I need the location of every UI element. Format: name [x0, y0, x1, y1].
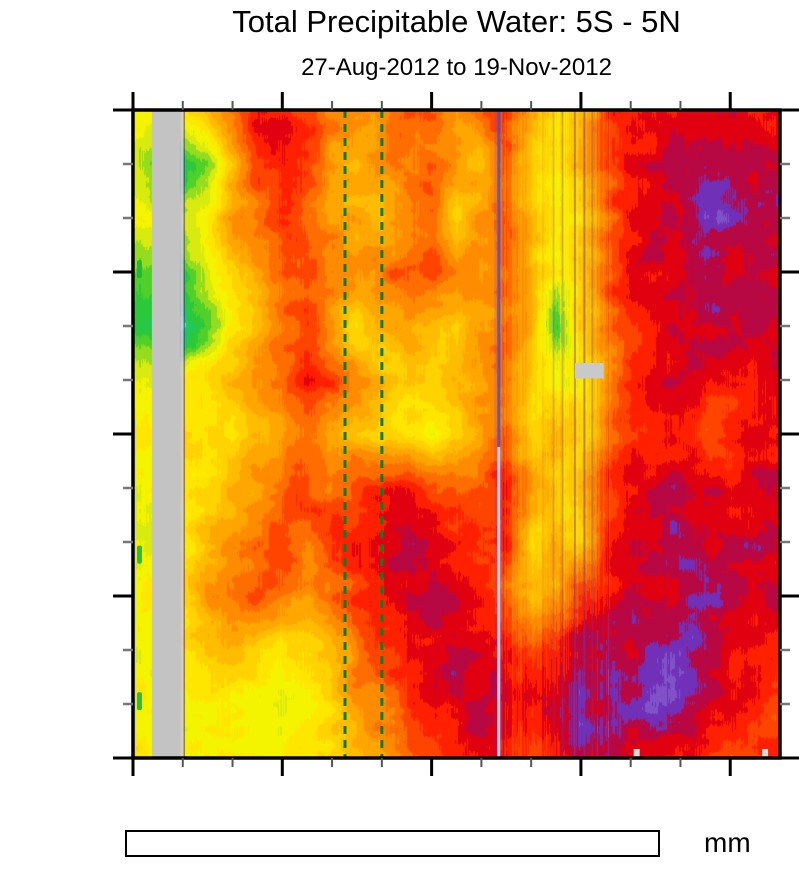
- chart-title: Total Precipitable Water: 5S - 5N: [232, 4, 681, 39]
- colorbar-unit-label: mm: [704, 827, 751, 858]
- heatmap-canvas: [133, 110, 780, 758]
- colorbar: [125, 830, 660, 857]
- chart-subtitle: 27-Aug-2012 to 19-Nov-2012: [301, 54, 612, 81]
